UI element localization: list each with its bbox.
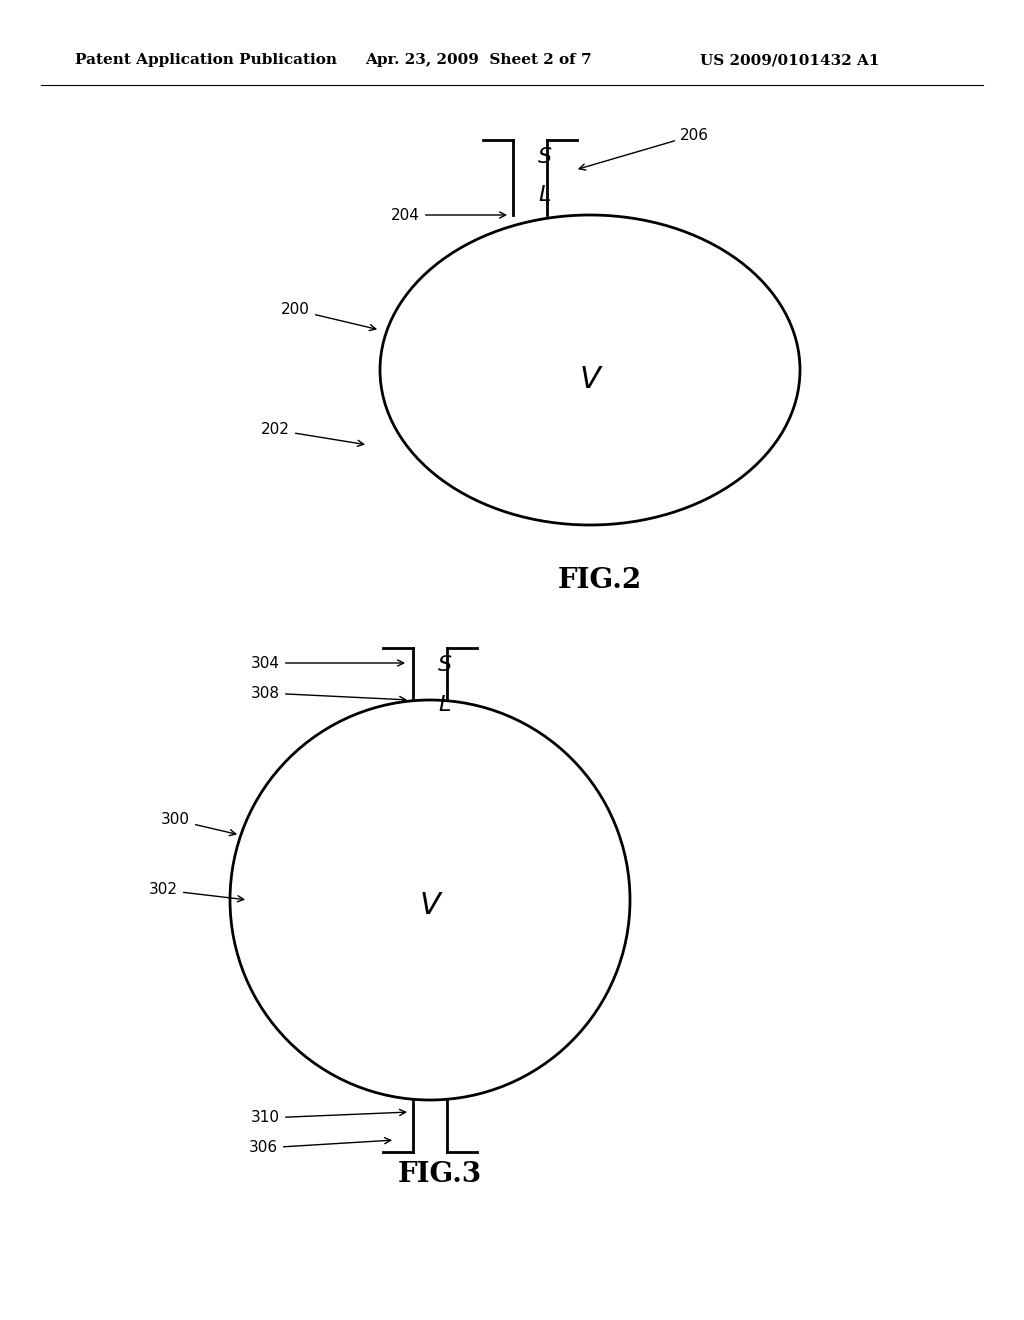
Text: US 2009/0101432 A1: US 2009/0101432 A1: [700, 53, 880, 67]
Text: V: V: [580, 366, 600, 395]
Text: 206: 206: [580, 128, 709, 170]
Text: 302: 302: [150, 883, 244, 902]
Text: 310: 310: [251, 1109, 406, 1126]
Text: 308: 308: [251, 685, 406, 702]
Text: S: S: [538, 147, 552, 168]
Text: Apr. 23, 2009  Sheet 2 of 7: Apr. 23, 2009 Sheet 2 of 7: [365, 53, 592, 67]
Text: 200: 200: [282, 302, 376, 330]
Text: 306: 306: [249, 1138, 391, 1155]
Text: FIG.3: FIG.3: [398, 1162, 482, 1188]
Text: 202: 202: [261, 422, 364, 446]
Text: V: V: [420, 891, 440, 920]
Text: S: S: [438, 655, 452, 675]
Text: L: L: [539, 185, 551, 205]
Text: 304: 304: [251, 656, 403, 671]
Text: 300: 300: [161, 813, 236, 836]
Text: L: L: [439, 696, 452, 715]
Text: Patent Application Publication: Patent Application Publication: [75, 53, 337, 67]
Text: FIG.2: FIG.2: [558, 566, 642, 594]
Text: 204: 204: [391, 207, 506, 223]
